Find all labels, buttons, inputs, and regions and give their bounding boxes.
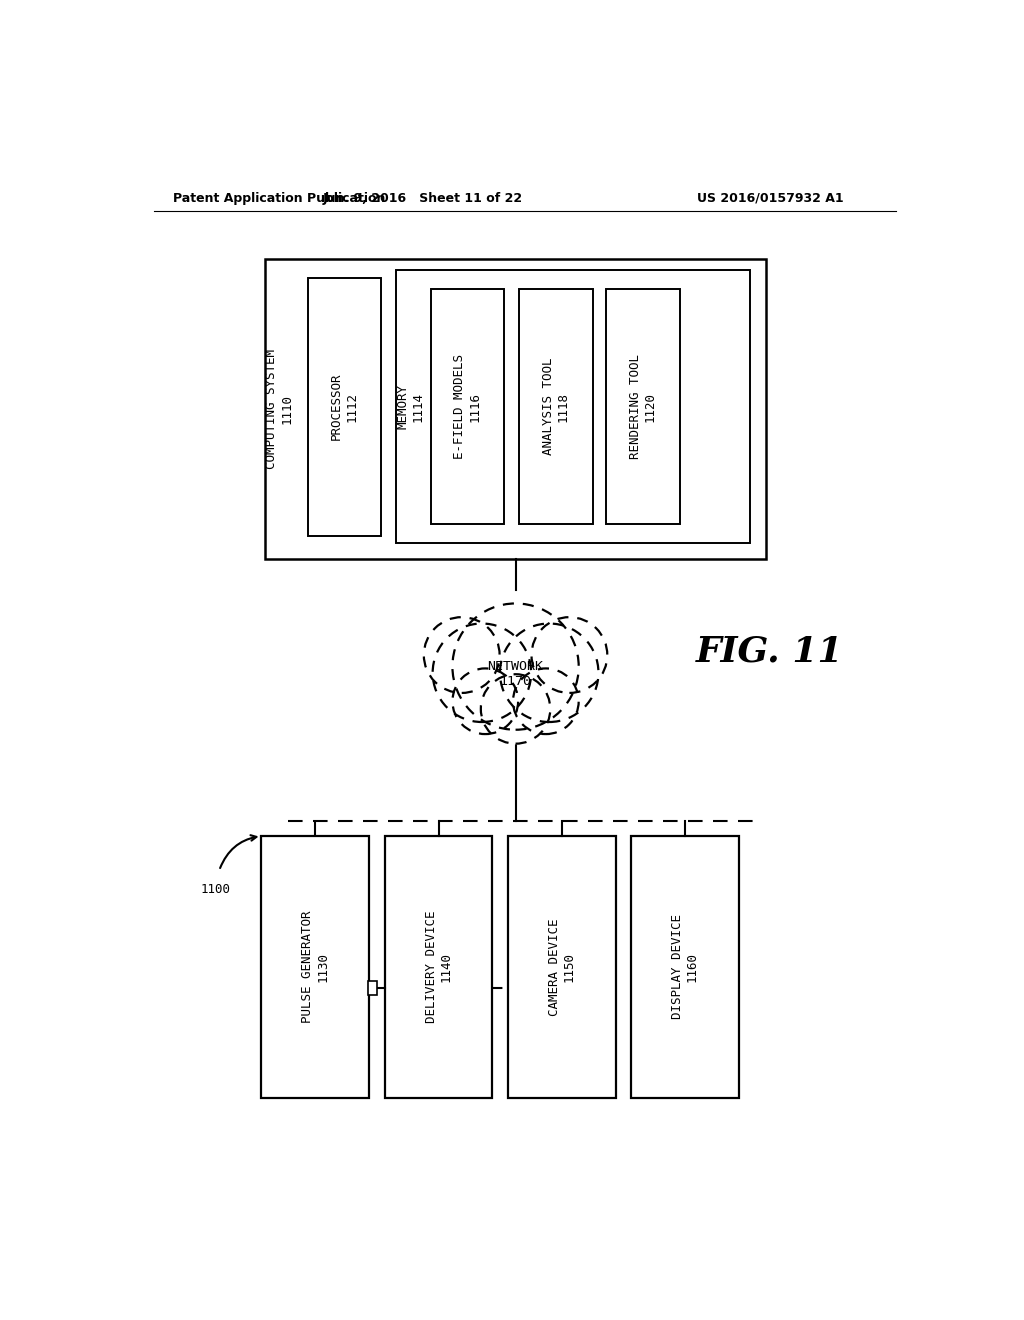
Text: 1100: 1100	[201, 883, 230, 896]
Bar	[368, 981, 377, 995]
Bar	[261, 836, 370, 1098]
Text: DELIVERY DEVICE
1140: DELIVERY DEVICE 1140	[425, 911, 453, 1023]
Circle shape	[433, 623, 531, 722]
Circle shape	[531, 618, 607, 693]
Text: CAMERA DEVICE
1150: CAMERA DEVICE 1150	[548, 919, 575, 1015]
Bar	[631, 836, 739, 1098]
Bar	[396, 271, 751, 544]
Text: MEMORY
1114: MEMORY 1114	[396, 384, 424, 429]
Circle shape	[481, 675, 550, 743]
Text: Jun. 9, 2016   Sheet 11 of 22: Jun. 9, 2016 Sheet 11 of 22	[324, 191, 523, 205]
Bar	[385, 836, 493, 1098]
Bar	[606, 289, 680, 524]
Circle shape	[453, 668, 518, 734]
Circle shape	[453, 603, 579, 730]
Text: US 2016/0157932 A1: US 2016/0157932 A1	[696, 191, 843, 205]
Text: DISPLAY DEVICE
1160: DISPLAY DEVICE 1160	[671, 915, 699, 1019]
Bar	[307, 277, 381, 536]
Text: ANALYSIS TOOL
1118: ANALYSIS TOOL 1118	[542, 358, 570, 455]
Text: PROCESSOR
1112: PROCESSOR 1112	[330, 374, 358, 441]
Bar	[431, 289, 504, 524]
Text: FIG. 11: FIG. 11	[696, 634, 844, 668]
Circle shape	[500, 623, 598, 722]
Text: E-FIELD MODELS
1116: E-FIELD MODELS 1116	[454, 354, 481, 459]
Text: COMPUTING SYSTEM
1110: COMPUTING SYSTEM 1110	[265, 348, 293, 469]
Circle shape	[513, 668, 579, 734]
Text: Patent Application Publication: Patent Application Publication	[173, 191, 385, 205]
Bar	[265, 259, 766, 558]
Text: RENDERING TOOL
1120: RENDERING TOOL 1120	[629, 354, 657, 459]
Circle shape	[424, 618, 500, 693]
Bar	[508, 836, 615, 1098]
Bar	[519, 289, 593, 524]
Text: NETWORK
1170: NETWORK 1170	[487, 660, 544, 688]
Text: PULSE GENERATOR
1130: PULSE GENERATOR 1130	[301, 911, 330, 1023]
